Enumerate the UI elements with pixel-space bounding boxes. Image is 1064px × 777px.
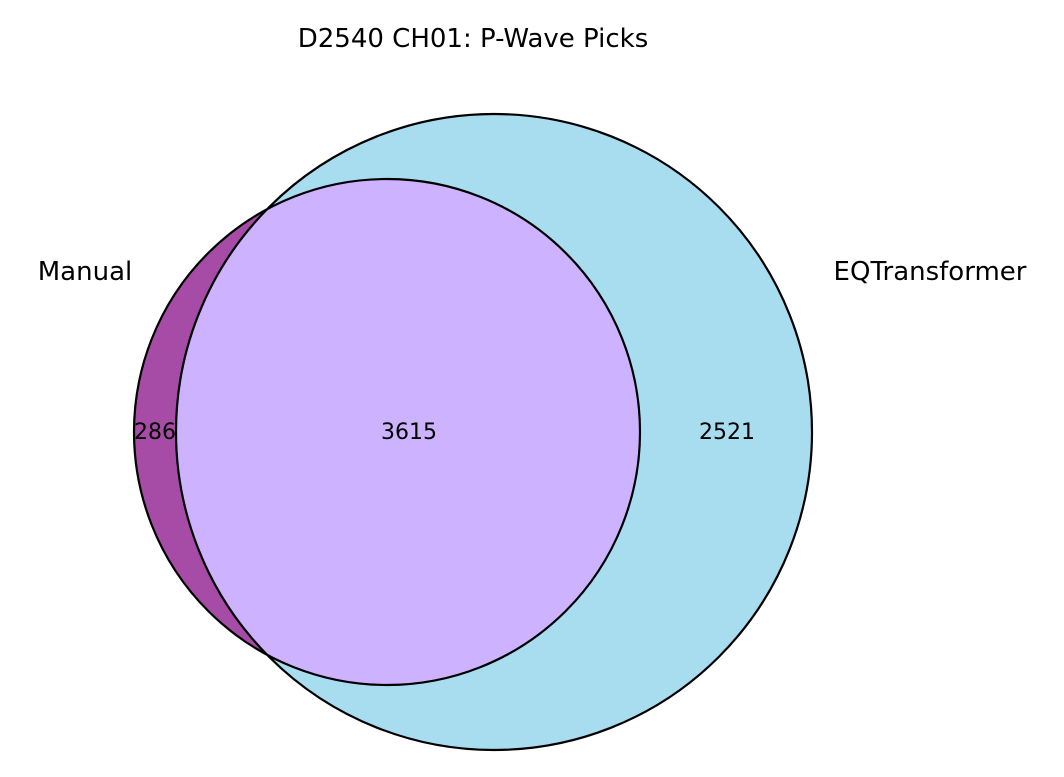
- eqtransformer-circle-outline: [174, 112, 814, 752]
- overlap-region: [176, 179, 640, 685]
- count-both: 3615: [381, 420, 437, 445]
- set-label-manual: Manual: [38, 257, 132, 287]
- set-label-eqtransformer: EQTransformer: [834, 257, 1027, 287]
- chart-title: D2540 CH01: P-Wave Picks: [298, 24, 649, 54]
- count-manual-only: 286: [134, 420, 176, 445]
- manual-circle-outline: [132, 177, 642, 687]
- count-eqtransformer-only: 2521: [699, 420, 755, 445]
